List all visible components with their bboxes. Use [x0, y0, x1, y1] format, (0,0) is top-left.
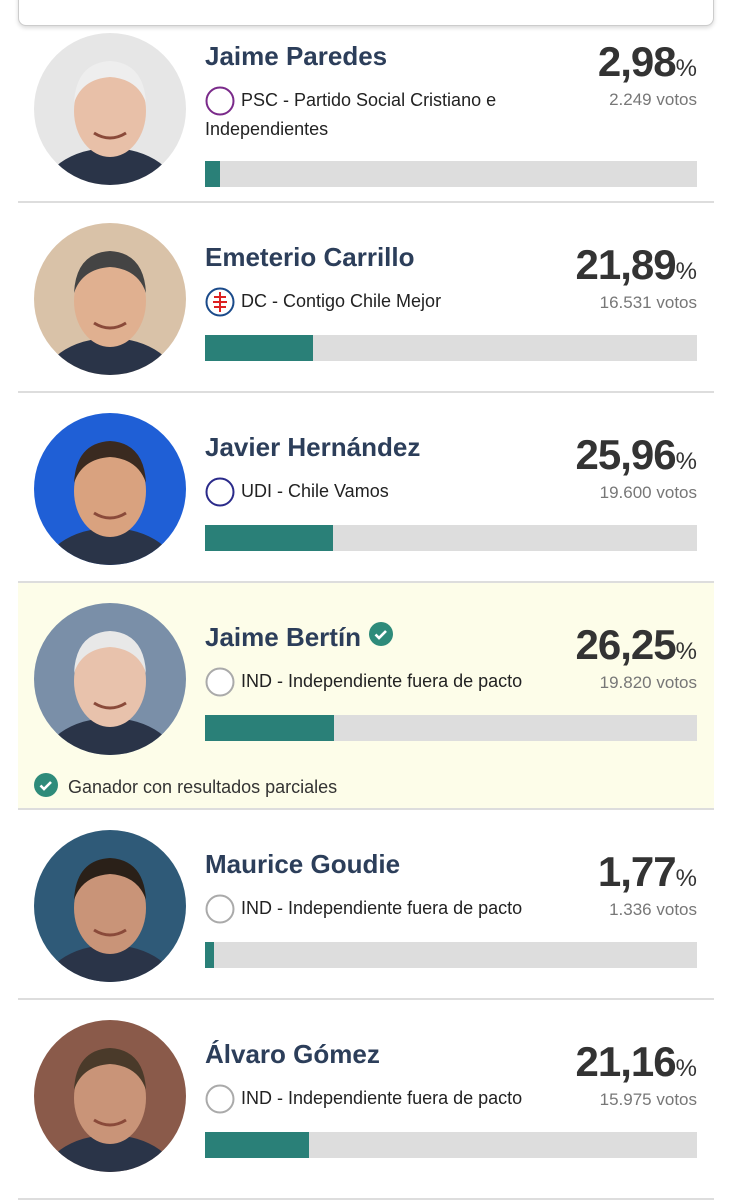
party-name: PSC - Partido Social Cristiano e Indepen…: [205, 89, 497, 139]
candidate-name: Emeterio Carrillo: [205, 242, 415, 272]
candidate-photo: [34, 830, 186, 982]
progress-fill: [205, 161, 220, 187]
percentage-unit: %: [675, 448, 697, 475]
candidate-name: Álvaro Gómez: [205, 1039, 380, 1069]
progress-track: [205, 525, 697, 551]
progress-fill: [205, 1132, 310, 1158]
progress-track: [205, 335, 697, 361]
candidate-name-line: Álvaro Gómez: [205, 1038, 697, 1070]
party-line: IND - Independiente fuera de pacto: [205, 667, 525, 697]
vote-count: 19.820 votos: [599, 673, 697, 692]
progress-fill: [205, 715, 335, 741]
candidate-name: Maurice Goudie: [205, 849, 401, 879]
percentage-value: 26,25: [575, 621, 677, 668]
party-line: UDI - Chile Vamos: [205, 477, 525, 507]
candidate-row: Javier Hernández UDI - Chile Vamos 25,96% 1…: [18, 393, 714, 583]
candidate-info: Jaime Paredes PSC - Partido Social Cristi…: [205, 40, 697, 187]
vote-count: 15.975 votos: [599, 1090, 697, 1109]
candidate-name: Jaime Paredes: [205, 41, 388, 71]
vote-count: 19.600 votos: [599, 483, 697, 502]
percentage-value: 2,98: [597, 38, 677, 85]
party-name: UDI - Chile Vamos: [241, 480, 389, 501]
percentage-value: 21,16: [575, 1038, 677, 1085]
percentage: 2,98%: [598, 38, 697, 86]
candidate-name: Javier Hernández: [205, 432, 421, 462]
vote-count: 1.336 votos: [609, 900, 697, 919]
vote-count: 2.249 votos: [609, 90, 697, 109]
candidate-info: Jaime Bertín IND - Independiente fuera de…: [205, 621, 697, 741]
progress-fill: [205, 942, 214, 968]
party-logo: [205, 477, 235, 507]
candidate-row: Emeterio Carrillo DC - Contigo Chile Mejo…: [18, 203, 714, 393]
party-line: DC - Contigo Chile Mejor: [205, 287, 525, 317]
percentage-unit: %: [675, 638, 697, 665]
percentage: 26,25%: [576, 621, 697, 669]
percentage: 1,77%: [598, 848, 697, 896]
progress-track: [205, 942, 697, 968]
candidate-name-line: Emeterio Carrillo: [205, 241, 697, 273]
winner-note: Ganador con resultados parciales: [34, 773, 337, 802]
percentage-unit: %: [675, 865, 697, 892]
candidate-info: Javier Hernández UDI - Chile Vamos: [205, 431, 697, 551]
candidate-list: Jaime Paredes PSC - Partido Social Cristi…: [18, 0, 714, 1200]
party-logo: [205, 86, 235, 116]
search-bar[interactable]: [18, 0, 714, 26]
party-logo: [205, 894, 235, 924]
percentage-value: 21,89: [575, 241, 677, 288]
party-line: IND - Independiente fuera de pacto: [205, 894, 525, 924]
candidate-photo: [34, 603, 186, 755]
candidate-row: Maurice Goudie IND - Independiente fuera …: [18, 810, 714, 1000]
candidate-info: Emeterio Carrillo DC - Contigo Chile Mejo…: [205, 241, 697, 361]
progress-track: [205, 715, 697, 741]
candidate-photo: [34, 223, 186, 375]
candidate-photo: [34, 413, 186, 565]
party-name: DC - Contigo Chile Mejor: [241, 290, 442, 311]
percentage-value: 25,96: [575, 431, 677, 478]
candidate-row: Jaime Bertín IND - Independiente fuera de…: [18, 583, 714, 810]
party-logo: [205, 1084, 235, 1114]
party-name: IND - Independiente fuera de pacto: [241, 1087, 523, 1108]
party-line: IND - Independiente fuera de pacto: [205, 1084, 525, 1114]
percentage: 21,89%: [576, 241, 697, 289]
percentage-value: 1,77: [597, 848, 677, 895]
candidate-name-line: Jaime Bertín: [205, 621, 697, 653]
candidate-photo: [34, 1020, 186, 1172]
party-logo: [205, 667, 235, 697]
progress-track: [205, 161, 697, 187]
percentage: 21,16%: [576, 1038, 697, 1086]
party-name: IND - Independiente fuera de pacto: [241, 670, 523, 691]
candidate-name-line: Javier Hernández: [205, 431, 697, 463]
progress-fill: [205, 335, 313, 361]
percentage-unit: %: [675, 1055, 697, 1082]
candidate-name-line: Jaime Paredes: [205, 40, 697, 72]
candidate-row: Álvaro Gómez IND - Independiente fuera de…: [18, 1000, 714, 1200]
party-line: PSC - Partido Social Cristiano e Indepen…: [205, 86, 525, 143]
vote-count: 16.531 votos: [599, 293, 697, 312]
candidate-info: Álvaro Gómez IND - Independiente fuera de…: [205, 1038, 697, 1158]
party-name: IND - Independiente fuera de pacto: [241, 897, 523, 918]
winner-icon: [34, 773, 58, 802]
percentage-unit: %: [675, 258, 697, 285]
candidate-name: Jaime Bertín: [205, 622, 362, 652]
winner-note-text: Ganador con resultados parciales: [68, 777, 338, 797]
percentage-unit: %: [675, 55, 697, 82]
percentage: 25,96%: [576, 431, 697, 479]
candidate-name-line: Maurice Goudie: [205, 848, 697, 880]
party-logo: [205, 287, 235, 317]
candidate-info: Maurice Goudie IND - Independiente fuera …: [205, 848, 697, 968]
winner-badge: [369, 621, 394, 653]
candidate-row: Jaime Paredes PSC - Partido Social Cristi…: [18, 0, 714, 203]
progress-fill: [205, 525, 333, 551]
progress-track: [205, 1132, 697, 1158]
candidate-photo: [34, 33, 186, 185]
